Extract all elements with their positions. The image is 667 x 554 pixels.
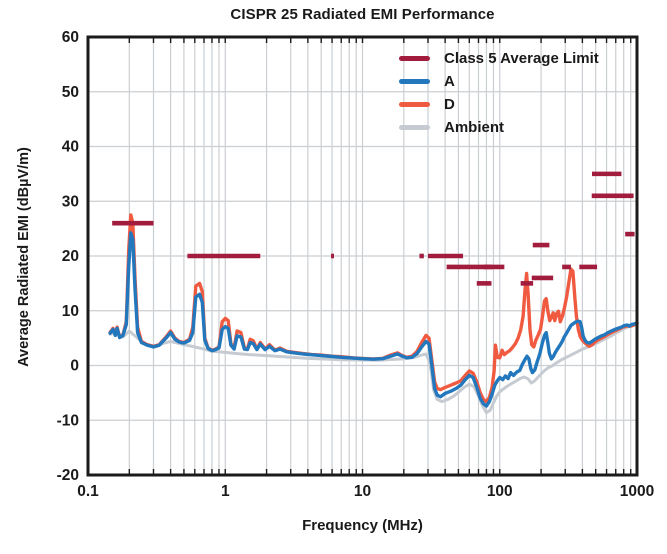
y-tick-label: 40 [62,139,79,156]
legend-item-d: D [399,93,599,116]
legend-label: Ambient [444,119,504,136]
plot-border [86,35,639,477]
legend: Class 5 Average Limit A D Ambient [399,47,599,139]
x-axis-label: Frequency (MHz) [302,517,423,534]
y-tick-label: 60 [62,29,79,46]
legend-swatch-icon [399,56,430,61]
x-tick-label: 10 [354,483,371,500]
legend-swatch-icon [399,102,430,107]
y-tick-label: -10 [57,412,79,429]
legend-item-class-5-average-limit: Class 5 Average Limit [399,47,599,70]
legend-item-ambient: Ambient [399,116,599,139]
x-tick-label: 1000 [620,483,654,500]
legend-label: Class 5 Average Limit [444,50,599,67]
legend-swatch-icon [399,79,430,84]
y-tick-label: 30 [62,193,79,210]
legend-item-a: A [399,70,599,93]
chart-title: CISPR 25 Radiated EMI Performance [230,6,495,23]
x-tick-label: 1 [221,483,230,500]
series-d-line [108,213,639,404]
legend-label: D [444,96,455,113]
y-tick-label: 0 [70,358,79,375]
legend-swatch-icon [399,125,430,130]
legend-label: A [444,73,455,90]
y-tick-label: -20 [57,467,79,484]
y-tick-label: 20 [62,248,79,265]
y-tick-label: 50 [62,84,79,101]
x-tick-label: 0.1 [77,483,99,500]
x-tick-label: 100 [487,483,513,500]
y-tick-label: 10 [62,303,79,320]
series-ambient-line [108,322,639,415]
series-a-line [108,231,639,408]
